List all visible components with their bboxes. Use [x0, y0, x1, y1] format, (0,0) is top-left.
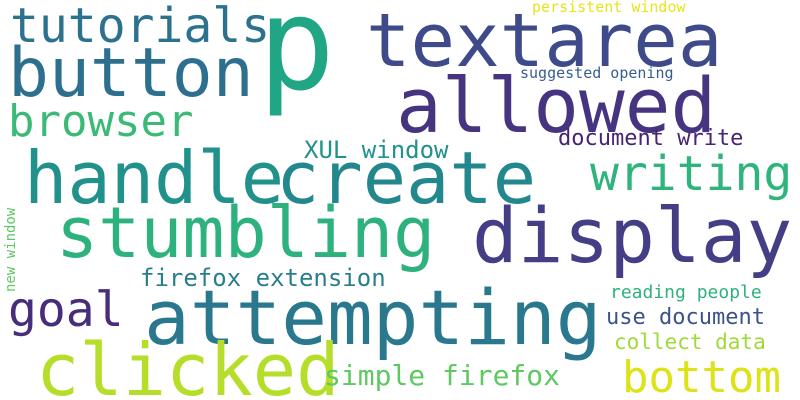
word-new-window: new window	[3, 207, 19, 292]
word-simple-firefox: simple firefox	[324, 359, 561, 392]
word-reading-people: reading people	[610, 282, 762, 303]
word-persistent-window: persistent window	[532, 0, 686, 16]
word-goal: goal	[8, 282, 124, 338]
word-collect-data: collect data	[614, 330, 766, 354]
word-display: display	[472, 191, 793, 280]
word-textarea: textarea	[366, 0, 723, 84]
word-button: button	[8, 34, 254, 113]
word-allowed: allowed	[396, 61, 717, 150]
word-xul-window: XUL window	[304, 136, 449, 164]
word-suggested-opening: suggested opening	[520, 64, 674, 82]
word-bottom: bottom	[622, 352, 781, 400]
word-handle: handle	[24, 136, 285, 220]
word-stumbling: stumbling	[56, 192, 436, 274]
word-clicked: clicked	[36, 328, 340, 400]
word-document-write: document write	[558, 126, 744, 151]
word-use-document: use document	[606, 305, 765, 330]
word-attempting: attempting	[144, 273, 602, 362]
word-browser: browser	[8, 96, 194, 147]
word-create: create	[276, 136, 537, 220]
word-writing: writing	[590, 146, 793, 202]
word-p: p	[258, 0, 336, 120]
word-tutorials: tutorials	[10, 0, 271, 54]
word-firefox-extension: firefox extension	[140, 264, 386, 292]
